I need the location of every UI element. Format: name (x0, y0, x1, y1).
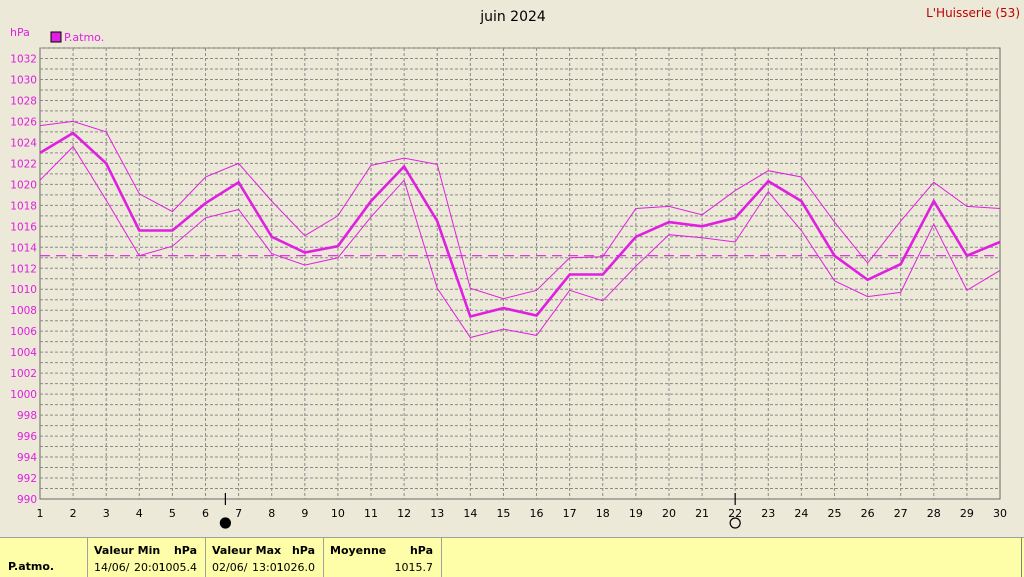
legend-label: P.atmo. (64, 31, 104, 44)
x-tick-label: 8 (268, 507, 275, 520)
stats-avg-value: 1015.7 (394, 561, 434, 574)
stats-min-unit: hPa (173, 544, 197, 557)
x-tick-label: 23 (761, 507, 775, 520)
moon-phases (219, 493, 741, 529)
y-tick-label: 1024 (10, 137, 37, 149)
x-tick-label: 28 (927, 507, 941, 520)
y-tick-label: 996 (17, 431, 37, 443)
y-tick-label: 1032 (10, 53, 37, 65)
y-tick-label: 990 (17, 494, 37, 506)
station-name: L'Huisserie (53) (926, 6, 1020, 20)
stats-max-title: Valeur Max (212, 544, 282, 557)
series-line-daily-min (39, 145, 1001, 339)
x-tick-label: 1 (37, 507, 44, 520)
x-tick-labels: 1 2 3 4 5 6 7 8 9 10 11 12 13 14 15 16 17 18 19 20 21 22 23 24 2… (37, 507, 1008, 520)
statistics-footer: P.atmo. Valeur Min hPa 14/06/ 20:01 1005… (0, 537, 1024, 577)
y-tick-label: 1006 (10, 326, 37, 338)
x-tick-label: 19 (629, 507, 643, 520)
x-tick-label: 6 (202, 507, 209, 520)
x-tick-label: 12 (397, 507, 411, 520)
y-tick-label: 1030 (10, 74, 37, 86)
stats-max-time: 13:01 (252, 561, 284, 574)
x-tick-label: 4 (136, 507, 143, 520)
x-tick-label: 10 (331, 507, 345, 520)
series-line-daily-max (39, 120, 1001, 300)
stats-avg-unit: hPa (409, 544, 433, 557)
stats-max-value: 1026.0 (276, 561, 316, 574)
x-tick-label: 29 (960, 507, 974, 520)
full-moon-icon (729, 517, 741, 529)
y-tick-label: 1008 (10, 305, 37, 317)
stats-max-cell: Valeur Max hPa 02/06/ 13:01 1026.0 (206, 538, 324, 577)
stats-avg-cell: Moyenne hPa 1015.7 (324, 538, 442, 577)
y-tick-label: 1004 (10, 347, 37, 359)
stats-row-label-cell: P.atmo. (0, 538, 88, 577)
x-tick-label: 13 (430, 507, 444, 520)
plot-area (39, 47, 1001, 500)
y-tick-label: 1010 (10, 284, 37, 296)
x-tick-label: 30 (993, 507, 1007, 520)
stats-max-unit: hPa (291, 544, 315, 557)
x-tick-label: 20 (662, 507, 676, 520)
stats-min-title: Valeur Min (94, 544, 161, 557)
pressure-chart: juin 2024 L'Huisserie (53) hPa P.atmo. 9… (10, 6, 1020, 529)
y-tick-label: 1012 (10, 263, 37, 275)
y-tick-label: 1002 (10, 368, 37, 380)
x-tick-label: 9 (301, 507, 308, 520)
y-tick-label: 998 (17, 410, 37, 422)
y-axis-unit: hPa (10, 26, 30, 39)
y-tick-label: 1000 (10, 389, 37, 401)
series-lines (39, 120, 1001, 339)
x-tick-label: 7 (235, 507, 242, 520)
chart-title: juin 2024 (479, 9, 546, 25)
grid (40, 47, 1000, 499)
stats-min-value: 1005.4 (158, 561, 198, 574)
x-tick-label: 27 (894, 507, 908, 520)
y-tick-label: 1014 (10, 242, 37, 254)
new-moon-icon (219, 517, 231, 529)
x-tick-label: 21 (695, 507, 709, 520)
x-tick-label: 24 (794, 507, 808, 520)
x-tick-label: 14 (463, 507, 477, 520)
x-tick-label: 17 (563, 507, 577, 520)
series-line-daily-mean (39, 131, 1001, 319)
stats-avg-title: Moyenne (330, 544, 387, 557)
y-tick-label: 1022 (10, 158, 37, 170)
x-tick-label: 11 (364, 507, 378, 520)
y-tick-label: 1020 (10, 179, 37, 191)
x-tick-label: 5 (169, 507, 176, 520)
x-tick-label: 25 (827, 507, 841, 520)
x-tick-label: 2 (70, 507, 77, 520)
x-tick-label: 18 (596, 507, 610, 520)
x-tick-label: 15 (496, 507, 510, 520)
x-tick-label: 26 (861, 507, 875, 520)
footer-right-edge (1021, 538, 1022, 577)
y-tick-label: 992 (17, 473, 37, 485)
y-tick-label: 1016 (10, 221, 37, 233)
stats-row-label: P.atmo. (8, 560, 55, 573)
x-tick-label: 16 (530, 507, 544, 520)
stats-min-cell: Valeur Min hPa 14/06/ 20:01 1005.4 (88, 538, 206, 577)
y-tick-label: 1028 (10, 95, 37, 107)
y-tick-label: 1018 (10, 200, 37, 212)
y-tick-label: 1026 (10, 116, 37, 128)
y-tick-labels: 990 992 994 996 998 1000 1002 1004 1006 1008 1010 1… (10, 53, 37, 506)
x-tick-label: 3 (103, 507, 110, 520)
y-tick-label: 994 (17, 452, 37, 464)
legend-swatch (50, 31, 62, 43)
x-tick-label: 22 (728, 507, 742, 520)
stats-min-date: 14/06/ (94, 561, 130, 574)
stats-min-time: 20:01 (134, 561, 166, 574)
stats-max-date: 02/06/ (212, 561, 248, 574)
